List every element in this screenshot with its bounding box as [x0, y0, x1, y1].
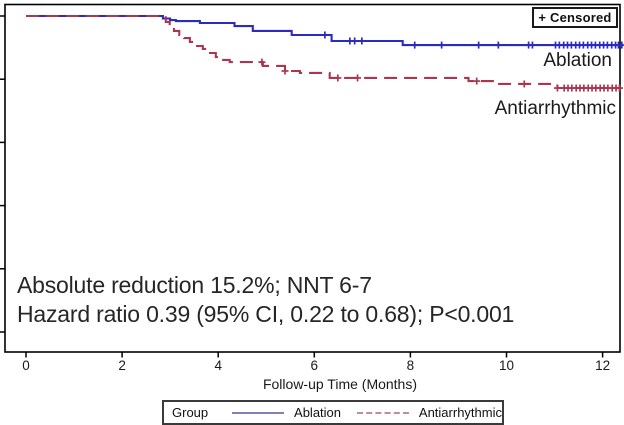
x-tick-label: 8: [407, 358, 415, 373]
ablation-curve: [26, 14, 620, 47]
annotation-hazard-ratio: Hazard ratio 0.39 (95% CI, 0.22 to 0.68)…: [17, 301, 515, 327]
antiarrhythmic-line-sample-icon: [357, 411, 409, 414]
censored-legend: + Censored: [532, 7, 618, 28]
legend-title: Group: [172, 405, 209, 420]
x-tick-label: 4: [214, 358, 222, 373]
x-tick-label: 6: [311, 358, 319, 373]
x-tick-label: 0: [22, 358, 30, 373]
antiarrhythmic-series-label: Antiarrhythmic: [494, 98, 616, 119]
legend-antiarrhythmic-label: Antiarrhythmic: [418, 405, 502, 420]
x-tick-label: 2: [118, 358, 126, 373]
antiarrhythmic-curve: [26, 14, 620, 90]
survival-plot: 0 2 4 6 8 10 12: [0, 3, 624, 373]
x-tick-label: 10: [499, 358, 514, 373]
x-tick-label: 12: [595, 358, 610, 373]
plot-frame: [4, 3, 621, 353]
group-legend: Group Ablation Antiarrhythmic: [162, 400, 504, 425]
result-annotation: Absolute reduction 15.2%; NNT 6-7 Hazard…: [17, 271, 514, 329]
censored-legend-label: + Censored: [538, 10, 612, 25]
ablation-series-label: Ablation: [543, 50, 612, 71]
annotation-absolute-reduction: Absolute reduction 15.2%; NNT 6-7: [17, 272, 372, 298]
ablation-line-sample-icon: [232, 411, 285, 414]
x-axis-title: Follow-up Time (Months): [262, 376, 418, 392]
legend-ablation-label: Ablation: [294, 405, 342, 420]
